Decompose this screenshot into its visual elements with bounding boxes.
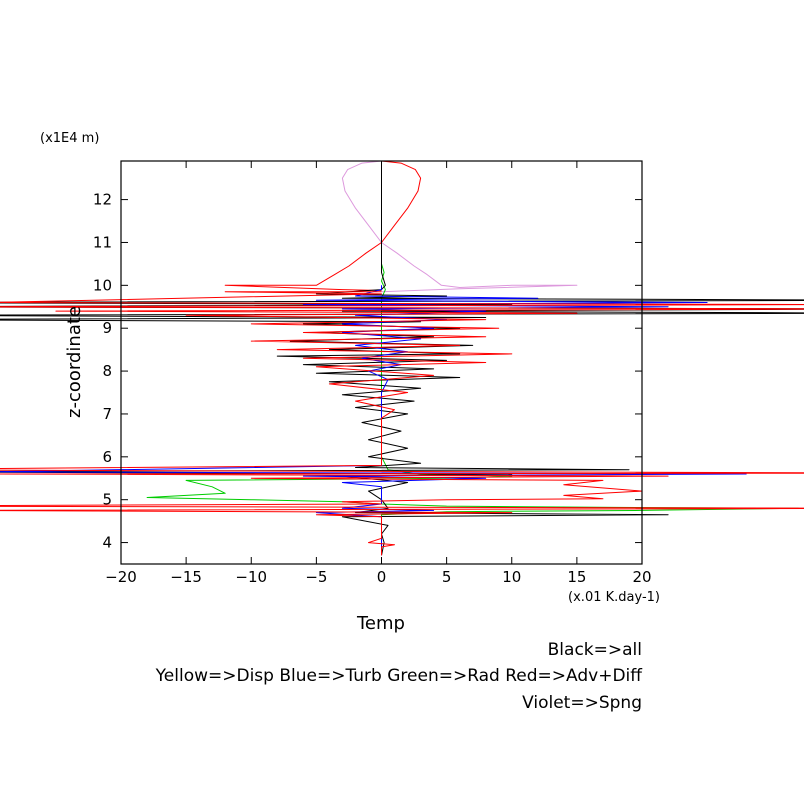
- y-tick-label: 4: [102, 534, 112, 552]
- y-tick-label: 9: [102, 319, 112, 337]
- y-tick-label: 10: [93, 276, 112, 294]
- legend-line-1: Black=>all: [548, 640, 642, 660]
- x-tick-label: 0: [377, 568, 387, 586]
- series-line-green-2: [146, 161, 799, 543]
- y-tick-label: 7: [102, 405, 112, 423]
- x-tick-label: −5: [305, 568, 327, 586]
- x-tick-label: −10: [235, 568, 267, 586]
- x-tick-label: −20: [105, 568, 137, 586]
- x-tick-label: 15: [567, 568, 586, 586]
- y-tick-label: 5: [102, 491, 112, 509]
- x-tick-label: −15: [170, 568, 202, 586]
- x-tick-label: 10: [502, 568, 521, 586]
- x-units-label: (x.01 K.day-1): [568, 590, 660, 605]
- x-axis-label: Temp: [356, 613, 405, 634]
- y-units-label: (x1E4 m): [40, 131, 99, 146]
- series-line-violet-0: [341, 161, 578, 293]
- x-tick-label: 5: [442, 568, 452, 586]
- y-tick-label: 6: [102, 448, 112, 466]
- series-line-red-5: [0, 291, 804, 556]
- y-tick-label: 11: [93, 233, 112, 251]
- ticks-layer: −20 −15 −10 −5 0 5 10 15 20 4 5 6 7 8 9 10 11 12: [93, 161, 652, 586]
- y-tick-label: 8: [102, 362, 112, 380]
- series-layer: [0, 161, 804, 556]
- legend-line-3: Violet=>Spng: [522, 693, 642, 713]
- y-tick-label: 12: [93, 191, 112, 209]
- x-tick-label: 20: [632, 568, 651, 586]
- legend-line-2: Yellow=>Disp Blue=>Turb Green=>Rad Red=>…: [155, 666, 644, 686]
- y-axis-label: z-coordinate: [64, 306, 85, 418]
- series-line-red-1: [224, 161, 422, 291]
